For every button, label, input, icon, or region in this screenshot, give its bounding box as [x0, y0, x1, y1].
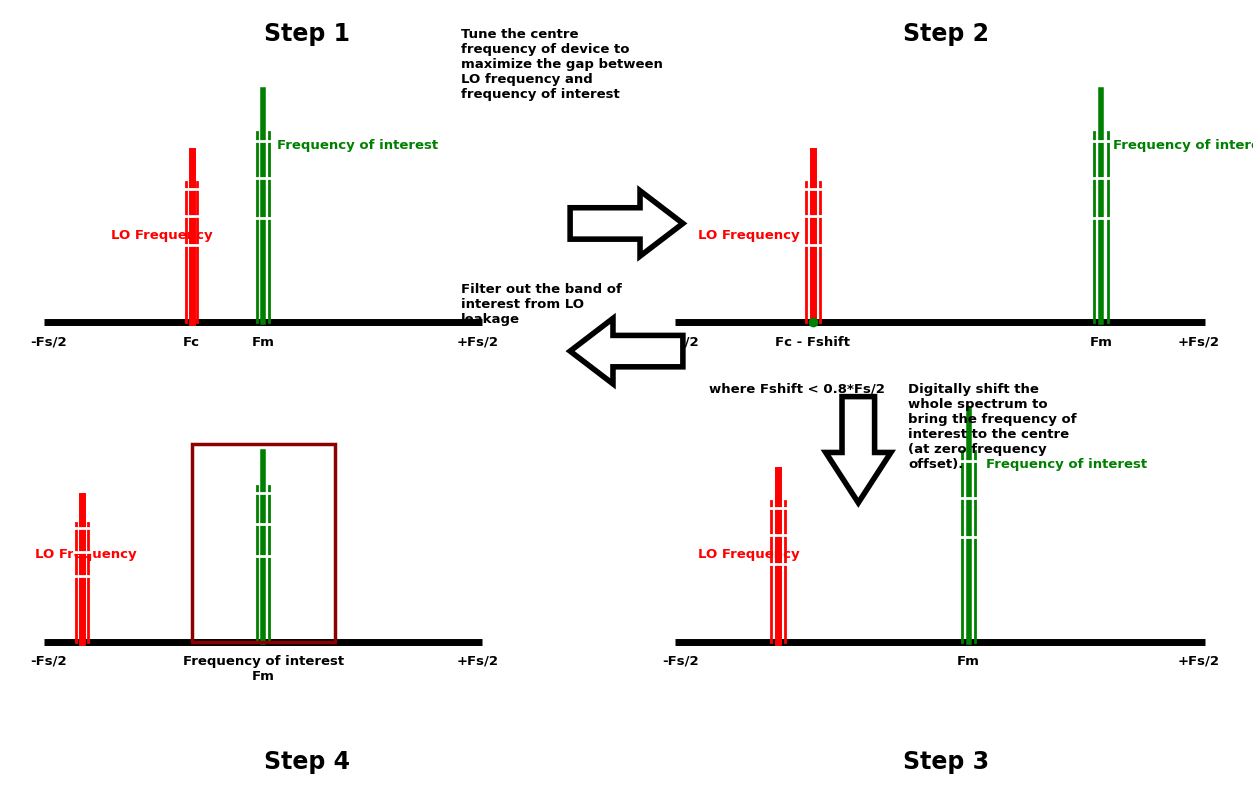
Text: -Fs/2: -Fs/2: [30, 335, 68, 349]
Text: Step 4: Step 4: [264, 750, 350, 774]
Text: Fm: Fm: [957, 654, 980, 668]
Text: -Fs/2: -Fs/2: [662, 335, 699, 349]
Text: Frequency of interest: Frequency of interest: [277, 139, 439, 152]
Text: Frequency of interest
Fm: Frequency of interest Fm: [183, 654, 343, 683]
Text: Step 3: Step 3: [903, 750, 989, 774]
Polygon shape: [570, 318, 683, 384]
Text: +Fs/2: +Fs/2: [1178, 654, 1220, 668]
Text: +Fs/2: +Fs/2: [456, 335, 499, 349]
Text: Fm: Fm: [1090, 335, 1113, 349]
Text: Fm: Fm: [252, 335, 274, 349]
Text: LO Frequency: LO Frequency: [698, 229, 799, 242]
Text: Step 2: Step 2: [903, 22, 989, 45]
Text: Frequency of interest: Frequency of interest: [1113, 139, 1253, 152]
Text: +Fs/2: +Fs/2: [456, 654, 499, 668]
Text: LO Frequency: LO Frequency: [698, 548, 799, 561]
Text: Frequency of interest: Frequency of interest: [986, 458, 1146, 472]
Polygon shape: [570, 191, 683, 256]
Text: LO Frequency: LO Frequency: [35, 548, 137, 561]
Text: Step 1: Step 1: [264, 22, 350, 45]
Text: Filter out the band of
interest from LO
leakage: Filter out the band of interest from LO …: [461, 283, 621, 326]
Text: Tune the centre
frequency of device to
maximize the gap between
LO frequency and: Tune the centre frequency of device to m…: [461, 28, 663, 101]
Text: Fc: Fc: [183, 335, 200, 349]
Text: -Fs/2: -Fs/2: [662, 654, 699, 668]
Bar: [192, 444, 335, 642]
Polygon shape: [826, 397, 891, 503]
Text: -Fs/2: -Fs/2: [30, 654, 68, 668]
Text: Digitally shift the
whole spectrum to
bring the frequency of
interest to the cen: Digitally shift the whole spectrum to br…: [908, 383, 1078, 471]
Text: +Fs/2: +Fs/2: [1178, 335, 1220, 349]
Text: LO Frequency: LO Frequency: [110, 229, 213, 242]
Text: Fc - Fshift: Fc - Fshift: [776, 335, 851, 349]
Text: where Fshift < 0.8*Fs/2: where Fshift < 0.8*Fs/2: [709, 383, 885, 396]
